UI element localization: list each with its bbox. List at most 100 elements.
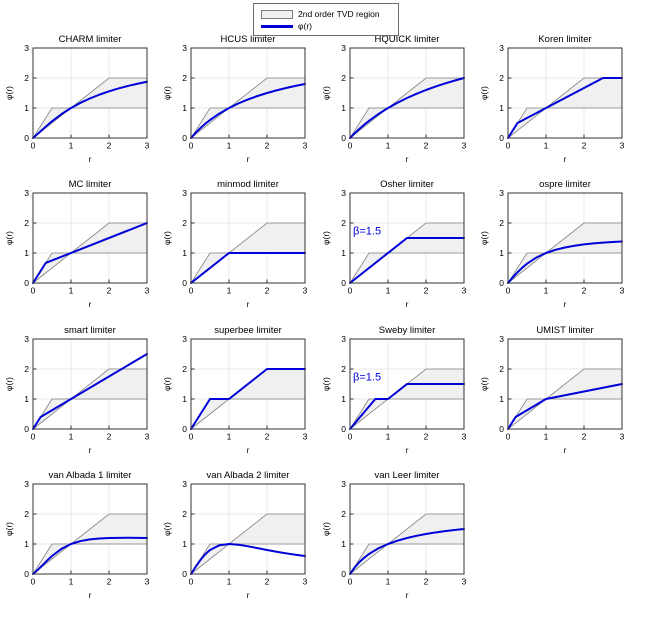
y-tick-label: 1 bbox=[341, 248, 346, 258]
x-tick-label: 3 bbox=[145, 286, 150, 296]
x-tick-label: 2 bbox=[582, 141, 587, 151]
x-tick-label: 2 bbox=[107, 141, 112, 151]
y-tick-label: 0 bbox=[499, 424, 504, 434]
subplot-canvas-mc-limiter: 0 1 2 3 0 1 2 3 MC limiter r φ(r) bbox=[4, 179, 150, 309]
subplot-canvas-hcus-limiter: 0 1 2 3 0 1 2 3 HCUS limiter r φ(r) bbox=[162, 34, 308, 164]
limiter-curve bbox=[32, 353, 148, 430]
legend-label-tvd-region: 2nd order TVD region bbox=[298, 9, 380, 19]
beta-annotation: β=1.5 bbox=[353, 225, 381, 237]
y-tick-label: 0 bbox=[341, 424, 346, 434]
axes-box bbox=[32, 483, 148, 575]
x-axis-label: r bbox=[564, 445, 567, 455]
x-axis-label: r bbox=[406, 445, 409, 455]
x-tick-label: 0 bbox=[31, 286, 36, 296]
x-tick-label: 0 bbox=[31, 141, 36, 151]
subplot-canvas-sweby-limiter: β=1.5 0 1 2 3 0 1 2 3 Sweby limiter r φ(r) bbox=[321, 325, 467, 455]
x-axis-label: r bbox=[406, 590, 409, 600]
x-tick-label: 1 bbox=[227, 432, 232, 442]
y-tick-label: 3 bbox=[24, 479, 29, 489]
axes-box bbox=[349, 338, 465, 430]
tvd-region bbox=[190, 513, 306, 575]
y-axis-label: φ(r) bbox=[479, 86, 489, 100]
y-tick-label: 0 bbox=[499, 278, 504, 288]
tvd-region bbox=[507, 368, 623, 430]
x-tick-label: 0 bbox=[348, 286, 353, 296]
limiter-curve bbox=[507, 383, 623, 430]
x-tick-label: 3 bbox=[145, 141, 150, 151]
y-axis-label: φ(r) bbox=[162, 231, 172, 245]
y-tick-label: 3 bbox=[341, 479, 346, 489]
y-tick-label: 0 bbox=[341, 278, 346, 288]
x-tick-label: 2 bbox=[265, 286, 270, 296]
subplot-smart-limiter: 0 1 2 3 0 1 2 3 smart limiter r φ(r) bbox=[3, 323, 161, 467]
y-tick-label: 1 bbox=[24, 539, 29, 549]
x-tick-label: 0 bbox=[348, 141, 353, 151]
y-tick-label: 2 bbox=[182, 364, 187, 374]
y-tick-label: 2 bbox=[182, 509, 187, 519]
y-tick-label: 3 bbox=[341, 334, 346, 344]
subplot-canvas-koren-limiter: 0 1 2 3 0 1 2 3 Koren limiter r φ(r) bbox=[479, 34, 625, 164]
subplot-canvas-charm-limiter: 0 1 2 3 0 1 2 3 CHARM limiter r φ(r) bbox=[4, 34, 150, 164]
y-tick-label: 1 bbox=[499, 248, 504, 258]
x-tick-label: 2 bbox=[107, 577, 112, 587]
axes-box bbox=[32, 338, 148, 430]
phi-line-swatch-icon bbox=[261, 24, 293, 28]
x-tick-label: 0 bbox=[348, 432, 353, 442]
limiter-curve bbox=[349, 237, 465, 284]
y-tick-label: 0 bbox=[24, 133, 29, 143]
subplot-canvas-van-albada-2-limiter: 0 1 2 3 0 1 2 3 van Albada 2 limiter r φ(r) bbox=[162, 470, 308, 600]
y-axis-label: φ(r) bbox=[4, 377, 14, 391]
x-axis-label: r bbox=[564, 299, 567, 309]
tvd-region bbox=[190, 77, 306, 139]
y-tick-label: 2 bbox=[24, 364, 29, 374]
subplot-canvas-umist-limiter: 0 1 2 3 0 1 2 3 UMIST limiter r φ(r) bbox=[479, 325, 625, 455]
x-tick-label: 2 bbox=[582, 432, 587, 442]
y-tick-label: 0 bbox=[499, 133, 504, 143]
subplot-title: Sweby limiter bbox=[379, 325, 436, 336]
y-tick-label: 0 bbox=[182, 424, 187, 434]
subplot-title: Osher limiter bbox=[380, 179, 434, 190]
subplot-canvas-superbee-limiter: 0 1 2 3 0 1 2 3 superbee limiter r φ(r) bbox=[162, 325, 308, 455]
x-tick-label: 0 bbox=[506, 432, 511, 442]
y-axis-label: φ(r) bbox=[321, 231, 331, 245]
y-tick-label: 2 bbox=[341, 73, 346, 83]
tvd-region bbox=[507, 222, 623, 284]
y-tick-label: 3 bbox=[341, 188, 346, 198]
x-axis-label: r bbox=[247, 154, 250, 164]
y-tick-label: 1 bbox=[24, 394, 29, 404]
x-tick-label: 1 bbox=[227, 141, 232, 151]
y-tick-label: 2 bbox=[182, 73, 187, 83]
subplot-osher-limiter: β=1.5 0 1 2 3 0 1 2 3 Osher limiter r φ(r) bbox=[320, 177, 478, 321]
x-tick-label: 0 bbox=[189, 432, 194, 442]
y-tick-label: 1 bbox=[182, 539, 187, 549]
axes-box bbox=[507, 338, 623, 430]
x-tick-label: 3 bbox=[303, 432, 308, 442]
subplot-title: Koren limiter bbox=[538, 34, 591, 45]
x-tick-label: 3 bbox=[145, 577, 150, 587]
y-axis-label: φ(r) bbox=[479, 231, 489, 245]
subplot-title: HCUS limiter bbox=[221, 34, 276, 45]
y-axis-label: φ(r) bbox=[321, 86, 331, 100]
x-tick-label: 3 bbox=[462, 432, 467, 442]
x-tick-label: 1 bbox=[386, 577, 391, 587]
limiter-curve bbox=[32, 80, 148, 139]
x-tick-label: 1 bbox=[69, 286, 74, 296]
limiter-curve bbox=[190, 543, 306, 575]
y-axis-label: φ(r) bbox=[479, 377, 489, 391]
x-tick-label: 0 bbox=[31, 577, 36, 587]
subplot-superbee-limiter: 0 1 2 3 0 1 2 3 superbee limiter r φ(r) bbox=[161, 323, 319, 467]
y-tick-label: 0 bbox=[182, 569, 187, 579]
subplot-title: smart limiter bbox=[64, 325, 116, 336]
axes-box bbox=[349, 483, 465, 575]
subplot-mc-limiter: 0 1 2 3 0 1 2 3 MC limiter r φ(r) bbox=[3, 177, 161, 321]
y-axis-label: φ(r) bbox=[321, 522, 331, 536]
x-tick-label: 3 bbox=[303, 286, 308, 296]
limiter-curve bbox=[32, 536, 148, 575]
y-tick-label: 3 bbox=[499, 43, 504, 53]
x-axis-label: r bbox=[564, 154, 567, 164]
legend-item-phi: φ(r) bbox=[261, 20, 392, 32]
x-tick-label: 1 bbox=[69, 141, 74, 151]
subplot-van-albada-2-limiter: 0 1 2 3 0 1 2 3 van Albada 2 limiter r φ(r) bbox=[161, 468, 319, 612]
y-tick-label: 1 bbox=[499, 103, 504, 113]
x-axis-label: r bbox=[247, 445, 250, 455]
